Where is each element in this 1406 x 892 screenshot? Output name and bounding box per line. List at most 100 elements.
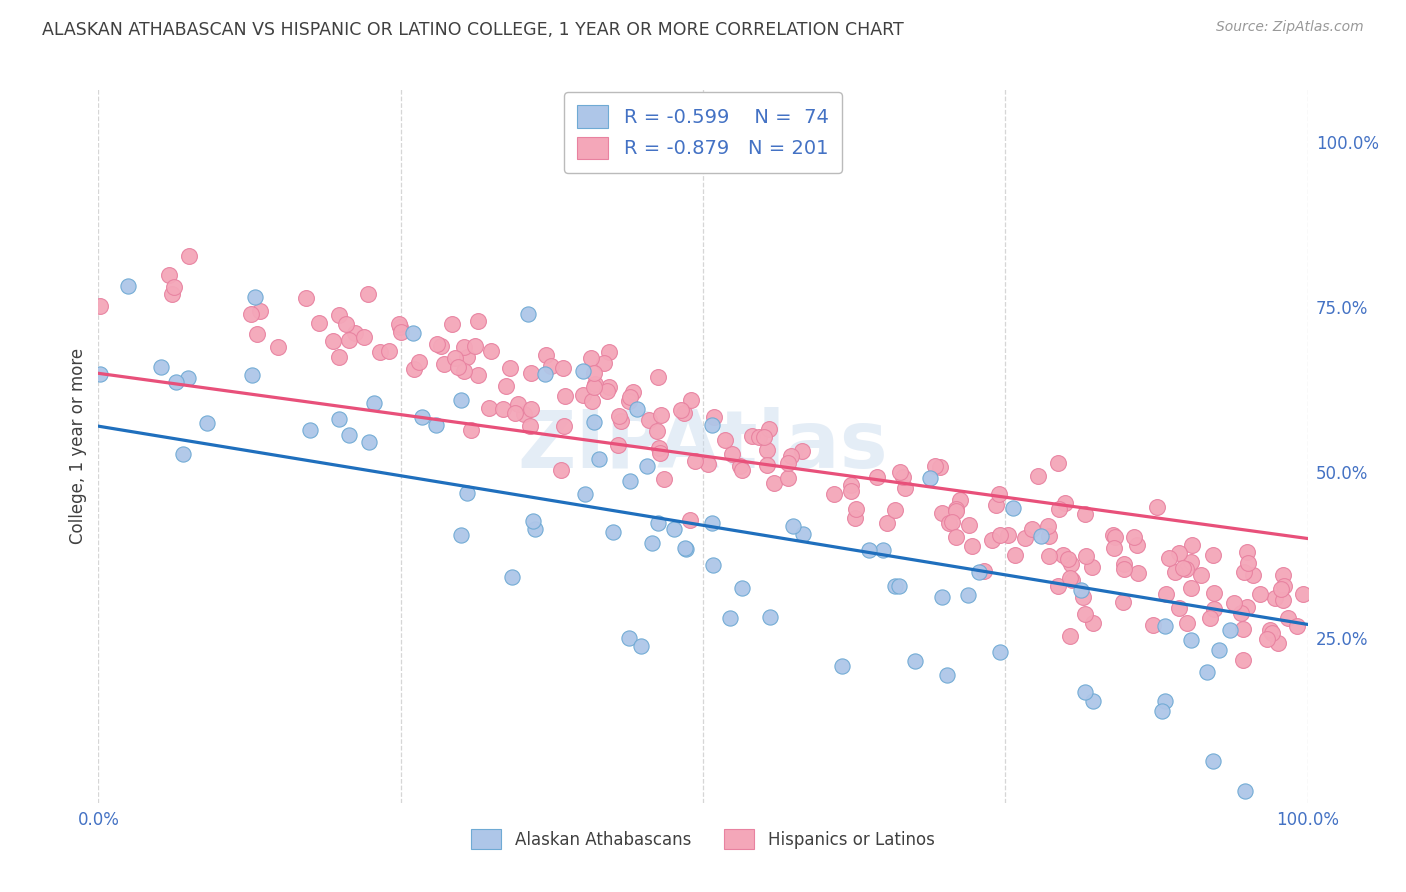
Point: [662, 522, 685, 536]
Point: [157, 268, 180, 282]
Point: [936, 667, 959, 681]
Point: [1153, 693, 1175, 707]
Point: [582, 380, 605, 394]
Point: [322, 334, 344, 348]
Point: [1060, 557, 1083, 571]
Point: [492, 402, 515, 417]
Point: [844, 511, 866, 525]
Point: [758, 422, 780, 436]
Point: [456, 485, 478, 500]
Point: [447, 359, 470, 374]
Point: [637, 412, 659, 426]
Point: [592, 356, 614, 370]
Point: [328, 350, 350, 364]
Point: [780, 449, 803, 463]
Point: [1002, 500, 1025, 515]
Point: [1256, 632, 1278, 647]
Point: [741, 429, 763, 443]
Point: [872, 543, 894, 558]
Y-axis label: College, 1 year or more: College, 1 year or more: [69, 348, 87, 544]
Point: [177, 249, 200, 263]
Text: ZIPAtlas: ZIPAtlas: [517, 407, 889, 485]
Point: [754, 430, 776, 444]
Point: [501, 570, 523, 584]
Point: [378, 343, 401, 358]
Point: [550, 463, 572, 477]
Point: [335, 317, 357, 331]
Point: [866, 470, 889, 484]
Point: [540, 359, 562, 374]
Point: [240, 368, 263, 383]
Point: [759, 610, 782, 624]
Point: [647, 369, 669, 384]
Point: [553, 418, 575, 433]
Point: [160, 286, 183, 301]
Point: [583, 377, 606, 392]
Point: [1074, 684, 1097, 698]
Point: [1232, 653, 1254, 667]
Point: [731, 581, 754, 595]
Point: [149, 360, 172, 375]
Point: [1112, 595, 1135, 609]
Point: [619, 475, 641, 489]
Point: [1154, 587, 1177, 601]
Point: [1199, 610, 1222, 624]
Point: [986, 498, 1008, 512]
Point: [755, 458, 778, 472]
Point: [1285, 618, 1308, 632]
Point: [177, 370, 200, 384]
Point: [648, 441, 671, 455]
Point: [884, 503, 907, 517]
Point: [433, 357, 456, 371]
Point: [1258, 623, 1281, 637]
Point: [572, 388, 595, 402]
Point: [534, 368, 557, 382]
Point: [388, 319, 411, 334]
Point: [513, 407, 536, 421]
Point: [1234, 784, 1257, 798]
Point: [328, 412, 350, 426]
Point: [981, 533, 1004, 547]
Point: [1202, 754, 1225, 768]
Point: [522, 514, 544, 528]
Point: [195, 416, 218, 430]
Point: [1102, 528, 1125, 542]
Point: [1230, 606, 1253, 620]
Point: [1081, 559, 1104, 574]
Point: [460, 423, 482, 437]
Point: [1083, 694, 1105, 708]
Point: [344, 326, 367, 340]
Point: [776, 456, 799, 470]
Point: [524, 522, 547, 536]
Point: [308, 316, 330, 330]
Point: [89, 299, 111, 313]
Point: [720, 447, 742, 461]
Point: [1195, 665, 1218, 679]
Point: [353, 329, 375, 343]
Point: [534, 348, 557, 362]
Point: [1150, 704, 1173, 718]
Point: [1180, 632, 1202, 647]
Point: [574, 487, 596, 501]
Point: [588, 452, 610, 467]
Point: [477, 401, 499, 416]
Point: [450, 527, 472, 541]
Point: [672, 406, 695, 420]
Point: [479, 344, 502, 359]
Point: [554, 389, 576, 403]
Point: [610, 414, 633, 428]
Point: [172, 447, 194, 461]
Point: [891, 470, 914, 484]
Point: [1241, 567, 1264, 582]
Point: [1038, 529, 1060, 543]
Point: [368, 345, 391, 359]
Point: [792, 527, 814, 541]
Point: [456, 350, 478, 364]
Point: [337, 333, 360, 347]
Point: [1267, 636, 1289, 650]
Point: [1154, 619, 1177, 633]
Point: [714, 434, 737, 448]
Point: [508, 397, 530, 411]
Point: [1201, 548, 1223, 562]
Point: [845, 502, 868, 516]
